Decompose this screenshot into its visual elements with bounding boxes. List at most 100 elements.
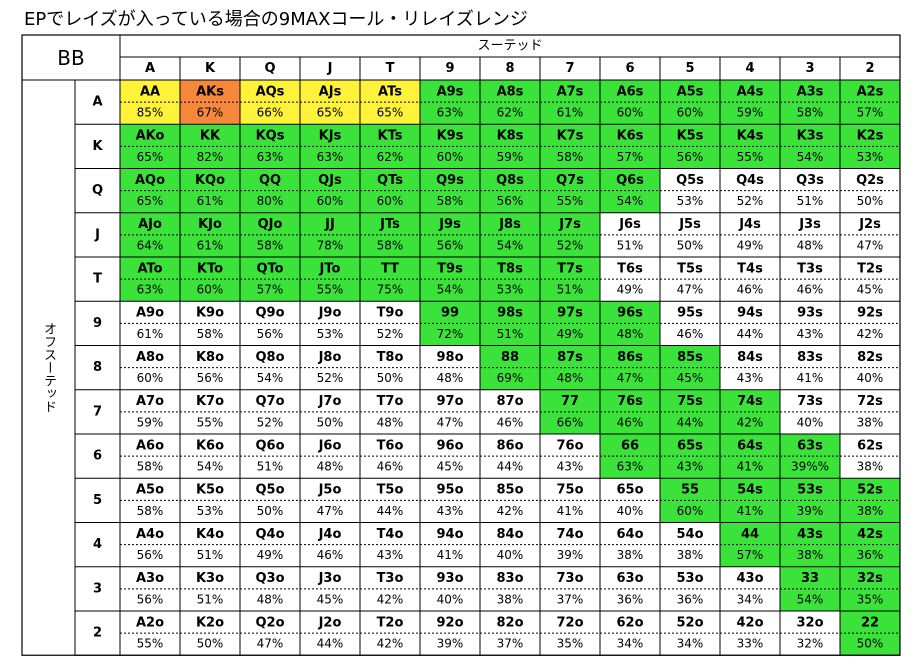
column-label: 7 bbox=[565, 61, 574, 76]
hand: K9s bbox=[437, 129, 464, 144]
corner-label: BB bbox=[57, 46, 84, 70]
hand: A6o bbox=[136, 438, 164, 453]
percent: 48% bbox=[617, 327, 644, 341]
percent: 41% bbox=[557, 504, 584, 518]
hand: 95o bbox=[436, 483, 463, 498]
hand: KK bbox=[200, 129, 221, 144]
percent: 46% bbox=[677, 327, 704, 341]
hand: Q4s bbox=[736, 173, 764, 188]
percent: 41% bbox=[437, 548, 464, 562]
percent: 53% bbox=[317, 327, 344, 341]
percent: 35% bbox=[557, 637, 584, 651]
percent: 56% bbox=[437, 238, 464, 252]
percent: 47% bbox=[257, 637, 284, 651]
hand: 62o bbox=[616, 615, 643, 630]
percent: 72% bbox=[437, 327, 464, 341]
hand: 76s bbox=[617, 394, 643, 409]
percent: 34% bbox=[617, 637, 644, 651]
percent: 47% bbox=[617, 371, 644, 385]
percent: 43% bbox=[677, 460, 704, 474]
percent: 56% bbox=[677, 150, 704, 164]
hand: J8o bbox=[318, 350, 342, 365]
percent: 56% bbox=[197, 371, 224, 385]
hand: 22 bbox=[861, 615, 879, 630]
percent: 44% bbox=[377, 504, 404, 518]
hand: 54o bbox=[676, 527, 703, 542]
hand: 65o bbox=[616, 483, 643, 498]
hand: T7o bbox=[377, 394, 404, 409]
hand: 43s bbox=[797, 527, 823, 542]
column-label: Q bbox=[264, 61, 275, 76]
percent: 45% bbox=[857, 283, 884, 297]
percent: 60% bbox=[377, 194, 404, 208]
column-label: J bbox=[327, 61, 333, 76]
percent: 66% bbox=[257, 106, 284, 120]
hand: K3o bbox=[196, 571, 224, 586]
percent: 58% bbox=[197, 327, 224, 341]
hand: ATo bbox=[137, 261, 162, 276]
hand: QQ bbox=[259, 173, 281, 188]
percent: 58% bbox=[137, 460, 164, 474]
percent: 38% bbox=[857, 504, 884, 518]
hand: J4o bbox=[318, 527, 342, 542]
percent: 53% bbox=[677, 194, 704, 208]
column-label: 2 bbox=[865, 61, 874, 76]
hand: K8o bbox=[196, 350, 224, 365]
hand: A9s bbox=[437, 84, 464, 99]
hand: 33 bbox=[801, 571, 819, 586]
percent: 38% bbox=[677, 548, 704, 562]
percent: 59% bbox=[737, 106, 764, 120]
percent: 51% bbox=[557, 283, 584, 297]
hand: A4o bbox=[136, 527, 164, 542]
hand: J6s bbox=[618, 217, 641, 232]
percent: 57% bbox=[617, 150, 644, 164]
hand: 72s bbox=[857, 394, 883, 409]
hand: T7s bbox=[557, 261, 583, 276]
percent: 50% bbox=[377, 371, 404, 385]
percent: 57% bbox=[257, 283, 284, 297]
hand: A8o bbox=[136, 350, 164, 365]
percent: 40% bbox=[617, 504, 644, 518]
percent: 46% bbox=[317, 548, 344, 562]
percent: 56% bbox=[137, 548, 164, 562]
percent: 49% bbox=[617, 283, 644, 297]
percent: 80% bbox=[257, 194, 284, 208]
percent: 54% bbox=[797, 592, 824, 606]
percent: 50% bbox=[857, 637, 884, 651]
hand: K2s bbox=[857, 129, 884, 144]
percent: 58% bbox=[557, 150, 584, 164]
hand: JTo bbox=[319, 261, 341, 276]
outer-border bbox=[21, 34, 901, 656]
hand: K7s bbox=[557, 129, 584, 144]
hand: 43o bbox=[736, 571, 763, 586]
hand: 74s bbox=[737, 394, 763, 409]
percent: 53% bbox=[197, 504, 224, 518]
hand: T8s bbox=[497, 261, 523, 276]
column-label: 8 bbox=[505, 61, 514, 76]
hand: 82o bbox=[496, 615, 523, 630]
row-label: T bbox=[93, 272, 102, 287]
hand: K6s bbox=[617, 129, 644, 144]
percent: 60% bbox=[137, 371, 164, 385]
hand: 53s bbox=[797, 483, 823, 498]
hand: 98s bbox=[497, 306, 523, 321]
hand: 98o bbox=[436, 350, 463, 365]
hand: 87o bbox=[496, 394, 523, 409]
hand: Q9s bbox=[436, 173, 464, 188]
percent: 54% bbox=[797, 150, 824, 164]
percent: 61% bbox=[137, 327, 164, 341]
percent: 44% bbox=[737, 327, 764, 341]
hand: Q2s bbox=[856, 173, 884, 188]
percent: 49% bbox=[557, 327, 584, 341]
percent: 51% bbox=[257, 460, 284, 474]
hand: AA bbox=[140, 84, 160, 99]
percent: 34% bbox=[737, 592, 764, 606]
row-label: 8 bbox=[93, 360, 102, 375]
hand: 66 bbox=[621, 438, 639, 453]
hand: 92s bbox=[857, 306, 883, 321]
hand: AJs bbox=[319, 84, 342, 99]
hand: T4o bbox=[377, 527, 404, 542]
hand: QTo bbox=[256, 261, 283, 276]
percent: 61% bbox=[197, 194, 224, 208]
row-label: A bbox=[92, 95, 102, 110]
